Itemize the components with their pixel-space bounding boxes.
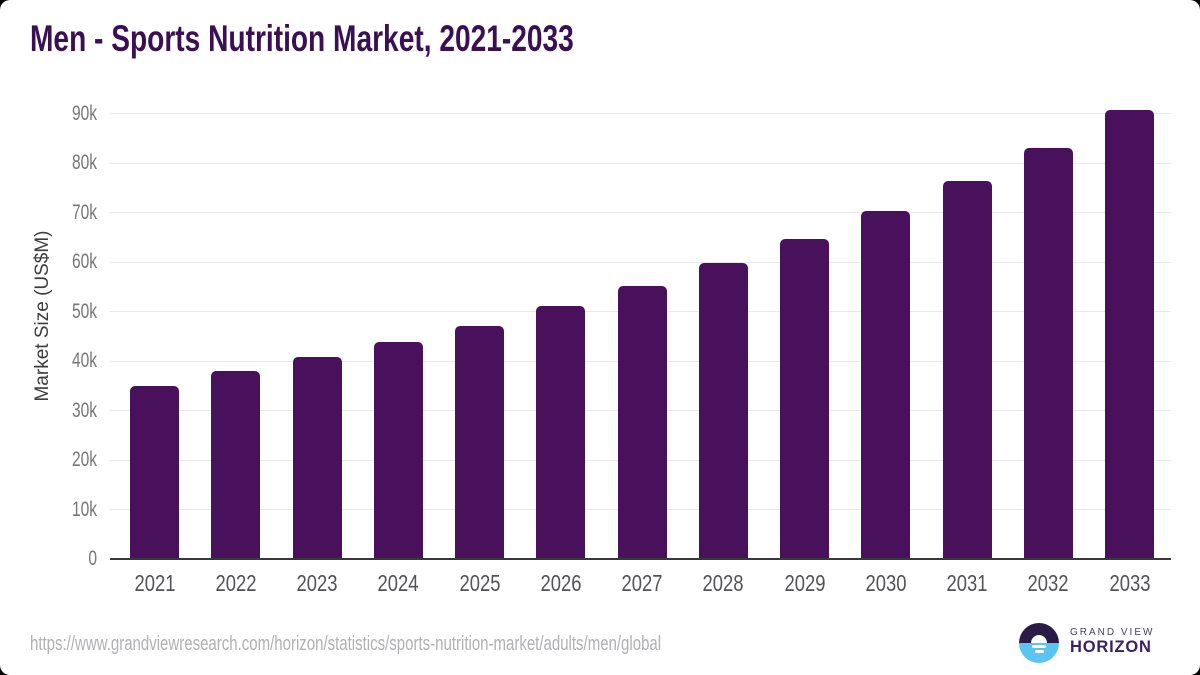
gridline-80k (110, 162, 1171, 164)
bar-2031 (942, 180, 992, 559)
bar-2032 (1023, 147, 1073, 559)
chart-title: Men - Sports Nutrition Market, 2021-2033 (30, 18, 574, 59)
y-tick-label-70k: 70k (71, 200, 97, 224)
x-tick-label-2022: 2022 (215, 570, 257, 596)
bar-2021 (130, 386, 180, 559)
x-tick-label-2029: 2029 (784, 570, 826, 596)
x-tick-label-2028: 2028 (702, 570, 744, 596)
bar-2026 (536, 305, 586, 559)
bar-2030 (861, 210, 911, 559)
x-tick-label-2021: 2021 (134, 570, 176, 596)
sun-reflection-bar (1035, 650, 1044, 653)
x-tick-label-2030: 2030 (865, 570, 907, 596)
x-axis-line (110, 558, 1171, 560)
source-url: https://www.grandviewresearch.com/horizo… (30, 633, 662, 655)
y-tick-label-60k: 60k (71, 250, 97, 274)
x-tick-label-2024: 2024 (377, 570, 419, 596)
horizon-sun-icon (1019, 623, 1059, 663)
y-tick-label-90k: 90k (71, 101, 97, 125)
y-tick-label-50k: 50k (71, 299, 97, 323)
x-tick-label-2033: 2033 (1109, 570, 1151, 596)
logo-text: GRAND VIEW HORIZON (1070, 627, 1155, 656)
bar-2027 (617, 285, 667, 559)
y-tick-label-20k: 20k (71, 448, 97, 472)
sun-reflection-bar (1032, 645, 1046, 648)
y-tick-label-0: 0 (88, 547, 97, 570)
x-tick-label-2027: 2027 (621, 570, 663, 596)
y-tick-label-40k: 40k (71, 349, 97, 373)
gridline-70k (110, 212, 1171, 214)
bar-2033 (1105, 110, 1155, 559)
bar-2029 (780, 239, 830, 559)
bar-2022 (211, 371, 261, 559)
y-tick-label-10k: 10k (71, 497, 97, 521)
x-tick-label-2026: 2026 (540, 570, 582, 596)
logo-grand-view-text: GRAND VIEW (1070, 627, 1155, 638)
x-tick-label-2023: 2023 (296, 570, 338, 596)
x-tick-label-2031: 2031 (946, 570, 988, 596)
bar-2024 (373, 341, 423, 559)
logo-horizon-text: HORIZON (1070, 638, 1152, 656)
x-tick-label-2032: 2032 (1027, 570, 1069, 596)
bar-2028 (698, 263, 748, 559)
gridline-90k (110, 113, 1171, 115)
y-tick-label-30k: 30k (71, 398, 97, 422)
gridline-60k (110, 261, 1171, 263)
y-tick-label-80k: 80k (71, 151, 97, 175)
bar-2025 (455, 325, 505, 559)
x-tick-label-2025: 2025 (459, 570, 501, 596)
sun-shape (1031, 635, 1047, 643)
bar-2023 (292, 357, 342, 559)
